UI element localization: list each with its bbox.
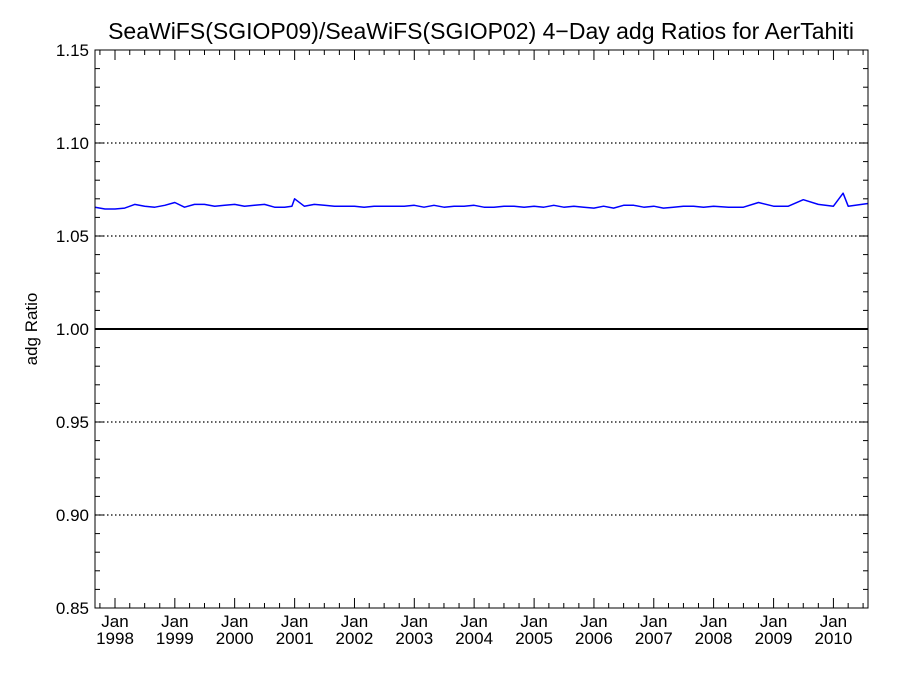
x-tick-label-year: 2008: [695, 629, 733, 648]
x-tick-label-year: 2000: [216, 629, 254, 648]
x-tick-label-year: 2010: [815, 629, 853, 648]
x-tick-label-year: 1998: [96, 629, 134, 648]
x-tick-label-year: 2001: [276, 629, 314, 648]
x-tick-label-year: 2007: [635, 629, 673, 648]
x-tick-label-year: 2005: [515, 629, 553, 648]
y-axis: 0.85 0.90 0.95 1.00 1.05 1.10 1.15: [56, 41, 89, 618]
x-tick-label-year: 2002: [336, 629, 374, 648]
x-tick-label-month: Jan: [700, 612, 727, 631]
plot-frame: [94, 49, 869, 609]
y-tick-label: 0.90: [56, 506, 89, 525]
chart-title: SeaWiFS(SGIOP09)/SeaWiFS(SGIOP02) 4−Day …: [108, 18, 854, 44]
x-tick-label-month: Jan: [101, 612, 128, 631]
x-axis: Jan1998Jan1999Jan2000Jan2001Jan2002Jan20…: [96, 612, 852, 648]
x-tick-label-month: Jan: [520, 612, 547, 631]
grid-lines: [95, 142, 868, 516]
x-tick-label-year: 2003: [395, 629, 433, 648]
y-tick-label: 1.15: [56, 41, 89, 60]
x-tick-label-month: Jan: [760, 612, 787, 631]
x-tick-label-month: Jan: [640, 612, 667, 631]
x-tick-label-month: Jan: [341, 612, 368, 631]
x-tick-label-month: Jan: [221, 612, 248, 631]
x-tick-label-month: Jan: [580, 612, 607, 631]
x-tick-label-month: Jan: [460, 612, 487, 631]
y-tick-label: 0.85: [56, 599, 89, 618]
x-tick-label-month: Jan: [281, 612, 308, 631]
y-tick-label: 1.05: [56, 227, 89, 246]
y-tick-label: 1.10: [56, 134, 89, 153]
x-tick-label-year: 1999: [156, 629, 194, 648]
x-tick-label-month: Jan: [820, 612, 847, 631]
x-tick-label-year: 2004: [455, 629, 493, 648]
series-line: [94, 192, 869, 210]
y-axis-label: adg Ratio: [22, 293, 41, 366]
y-tick-label: 1.00: [56, 320, 89, 339]
x-tick-label-year: 2009: [755, 629, 793, 648]
x-tick-label-year: 2006: [575, 629, 613, 648]
data-series: [94, 192, 869, 210]
x-tick-label-month: Jan: [401, 612, 428, 631]
y-tick-label: 0.95: [56, 413, 89, 432]
x-tick-label-month: Jan: [161, 612, 188, 631]
